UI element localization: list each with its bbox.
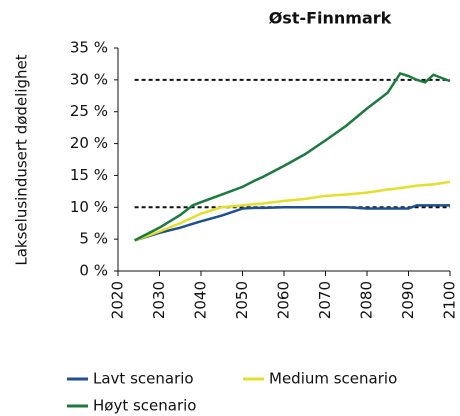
- x-tick-label: 2050: [233, 281, 251, 319]
- legend-label: Høyt scenario: [93, 397, 196, 415]
- y-axis-label: Lakselusindusert dødelighet: [13, 54, 31, 265]
- x-tick-label: 2070: [316, 281, 334, 319]
- y-tick-label: 10 %: [70, 198, 108, 216]
- legend-label: Lavt scenario: [93, 370, 194, 388]
- y-tick-label: 35 %: [70, 39, 108, 57]
- y-tick-label: 30 %: [70, 70, 108, 88]
- x-tick-label: 2040: [192, 281, 210, 319]
- y-tick-label: 15 %: [70, 166, 108, 184]
- y-tick-label: 20 %: [70, 134, 108, 152]
- y-tick-label: 25 %: [70, 102, 108, 120]
- x-tick-label: 2020: [109, 281, 127, 319]
- x-tick-label: 2090: [399, 281, 417, 319]
- x-tick-label: 2060: [275, 281, 293, 319]
- chart-title: Øst-Finnmark: [269, 9, 392, 28]
- x-tick-label: 2100: [441, 281, 459, 319]
- line-series: [134, 204, 450, 242]
- legend-label: Medium scenario: [269, 370, 397, 388]
- y-tick-label: 5 %: [79, 230, 108, 248]
- line-series: [134, 180, 451, 242]
- line-series: [134, 72, 451, 242]
- y-tick-label: 0 %: [79, 262, 108, 280]
- x-tick-label: 2030: [150, 281, 168, 319]
- x-tick-label: 2080: [358, 281, 376, 319]
